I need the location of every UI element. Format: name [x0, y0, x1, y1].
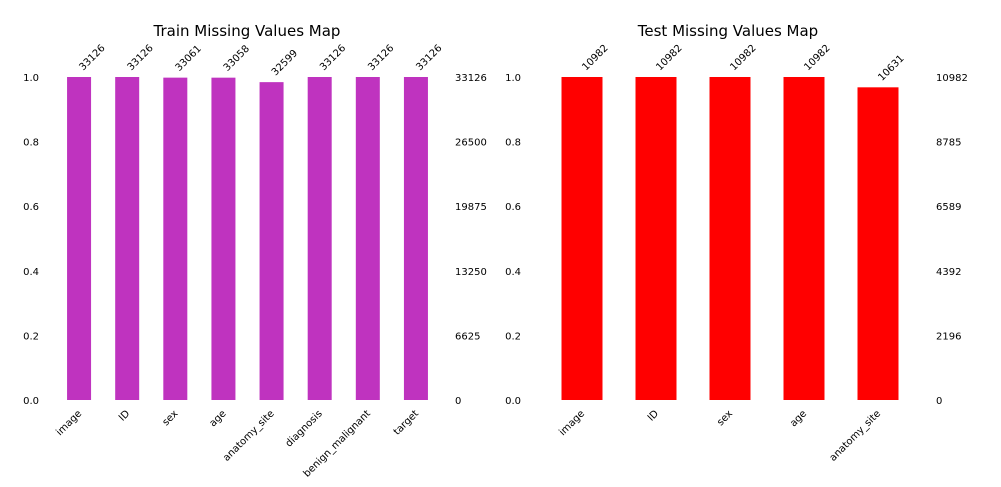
y-tick-label-right: 6625 — [455, 331, 480, 342]
value-label: 10982 — [802, 43, 832, 73]
y-tick-label-left: 0.0 — [505, 396, 521, 407]
y-tick-label-left: 0.2 — [505, 331, 521, 342]
bar-ID — [115, 77, 140, 400]
bar-sex — [709, 77, 751, 400]
value-label: 33061 — [174, 43, 204, 73]
y-tick-label-left: 0.2 — [23, 331, 39, 342]
bar-anatomy_site — [857, 87, 899, 400]
value-label: 10982 — [654, 43, 684, 73]
y-tick-label-right: 19875 — [455, 202, 487, 213]
value-label: 33058 — [222, 44, 252, 74]
y-tick-label-left: 1.0 — [23, 73, 39, 84]
category-label: age — [788, 408, 809, 429]
bar-diagnosis — [307, 77, 332, 400]
y-tick-label-left: 0.4 — [505, 267, 521, 278]
category-label: sex — [161, 408, 181, 428]
y-tick-label-right: 33126 — [455, 73, 487, 84]
value-label: 10982 — [728, 43, 758, 73]
category-label: diagnosis — [284, 408, 325, 449]
category-label: age — [208, 408, 229, 429]
y-tick-label-left: 0.6 — [23, 202, 39, 213]
chart-panel-1: Test Missing Values Map 10982 image 10982 ID… — [505, 22, 968, 464]
y-tick-label-right: 6589 — [936, 202, 961, 213]
bar-age — [211, 77, 236, 400]
value-label: 33126 — [366, 43, 396, 73]
y-tick-label-right: 13250 — [455, 267, 487, 278]
bar-anatomy_site — [259, 82, 284, 400]
y-tick-label-right: 4392 — [936, 267, 961, 278]
category-label: image — [54, 408, 84, 438]
value-label: 33126 — [77, 43, 107, 73]
category-label: target — [392, 408, 421, 437]
value-label: 10982 — [580, 43, 610, 73]
bar-target — [403, 77, 428, 400]
y-tick-label-right: 10982 — [936, 73, 968, 84]
y-tick-label-right: 26500 — [455, 138, 487, 149]
bar-sex — [163, 77, 188, 400]
y-tick-label-left: 0.6 — [505, 202, 521, 213]
y-tick-label-right: 8785 — [936, 138, 961, 149]
value-label: 33126 — [414, 43, 444, 73]
category-label: anatomy_site — [828, 408, 883, 463]
chart-title: Test Missing Values Map — [637, 22, 818, 40]
bar-benign_malignant — [355, 77, 380, 400]
bar-image — [561, 77, 603, 400]
chart-title: Train Missing Values Map — [153, 22, 341, 40]
y-tick-label-right: 2196 — [936, 331, 961, 342]
value-label: 32599 — [270, 48, 300, 78]
y-tick-label-right: 0 — [455, 396, 461, 407]
y-tick-label-left: 0.4 — [23, 267, 39, 278]
value-label: 33126 — [126, 43, 156, 73]
bar-image — [67, 77, 92, 400]
category-label: sex — [715, 408, 735, 428]
category-label: image — [557, 408, 587, 438]
category-label: ID — [117, 408, 133, 424]
y-tick-label-left: 0.8 — [505, 138, 521, 149]
chart-panel-0: Train Missing Values Map 33126 image 33126 I… — [23, 22, 487, 480]
bar-ID — [635, 77, 677, 400]
y-tick-label-left: 1.0 — [505, 73, 521, 84]
category-label: anatomy_site — [221, 408, 276, 463]
value-label: 33126 — [318, 43, 348, 73]
value-label: 10631 — [876, 53, 906, 83]
bar-age — [783, 77, 825, 400]
y-tick-label-right: 0 — [936, 396, 942, 407]
category-label: ID — [646, 408, 662, 424]
y-tick-label-left: 0.8 — [23, 138, 39, 149]
y-tick-label-left: 0.0 — [23, 396, 39, 407]
